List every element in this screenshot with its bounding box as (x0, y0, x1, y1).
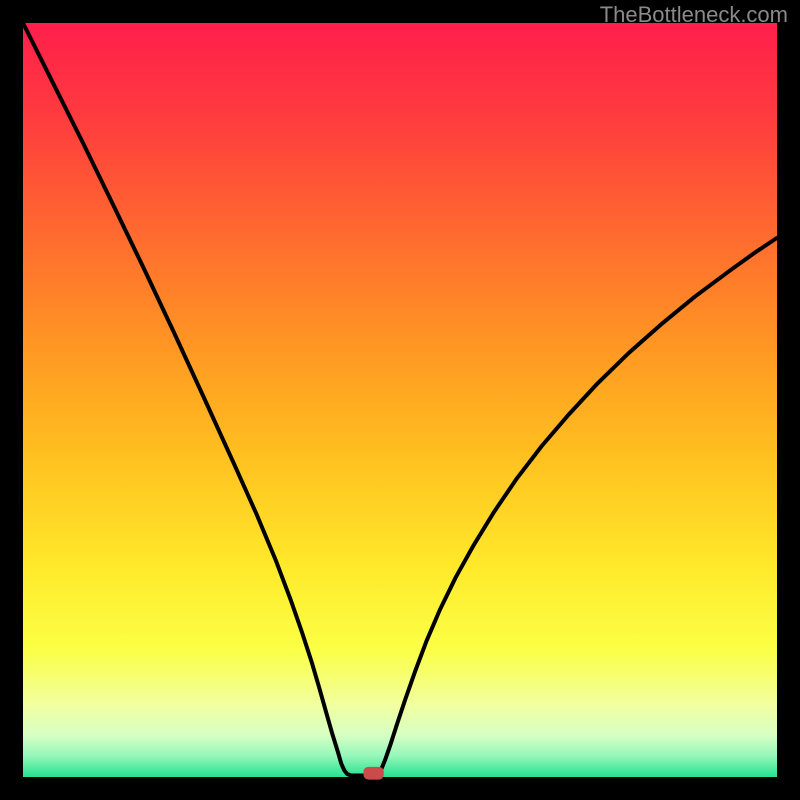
chart-frame: TheBottleneck.com (0, 0, 800, 800)
bottleneck-chart (0, 0, 800, 800)
watermark-text: TheBottleneck.com (600, 2, 788, 28)
